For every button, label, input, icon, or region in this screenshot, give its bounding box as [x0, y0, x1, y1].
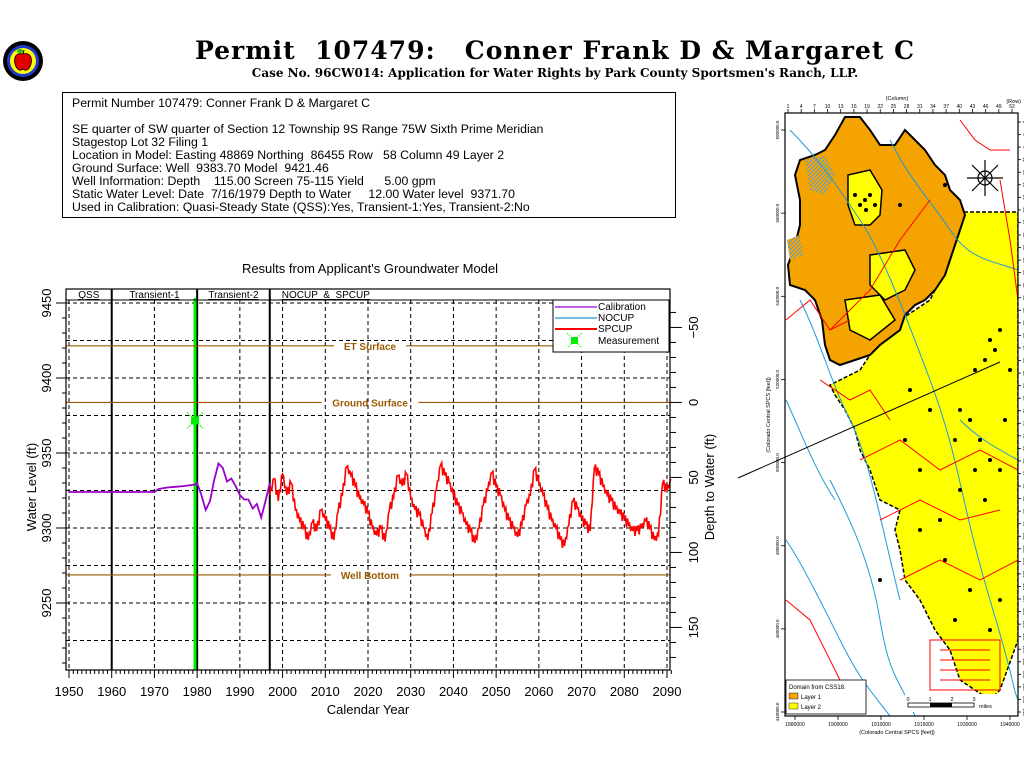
chart-axes: 1950 1960 1970 1980 1990 2000 2010 2020 2030 2040…: [39, 288, 701, 699]
reference-label-ground-surface: Ground Surface: [332, 398, 408, 409]
x-tick-label: 2030: [396, 684, 425, 699]
period-bands: QSS Transient-1 Transient-2 NOCUP & SPCUP: [78, 289, 370, 670]
y-tick-label: 9450: [39, 289, 54, 318]
legend-label-calibration: Calibration: [598, 302, 646, 313]
x-tick-label: 1970: [140, 684, 169, 699]
info-line-ground-surface: Ground Surface: Well 9383.70 Model 9421.…: [72, 161, 329, 175]
info-line-static-water-level: Static Water Level: Date 7/16/1979 Depth…: [72, 187, 515, 201]
reference-lines: ET Surface Ground Surface Well Bottom: [66, 342, 670, 582]
x-tick-label: 2070: [567, 684, 596, 699]
x-tick-label: 1990: [225, 684, 254, 699]
info-line-model-location: Location in Model: Easting 48869 Northin…: [72, 148, 505, 162]
x-tick-label: 1980: [183, 684, 212, 699]
y2-tick-label: 150: [686, 617, 701, 639]
y-axis-label: Water Level (ft): [24, 443, 39, 531]
y2-axis-label: Depth to Water (ft): [702, 434, 717, 540]
info-line-well-information: Well Information: Depth 115.00 Screen 75…: [72, 174, 436, 188]
apple-seal-logo-icon: [3, 41, 43, 81]
series-line-spcup: [269, 459, 672, 549]
x-tick-label: 2080: [610, 684, 639, 699]
x-tick-label: 2010: [311, 684, 340, 699]
x-tick-label: 2060: [524, 684, 553, 699]
legend-label-spcup: SPCUP: [598, 324, 633, 335]
y2-tick-label: 0: [686, 399, 701, 406]
reference-label-et-surface: ET Surface: [344, 342, 397, 353]
y2-tick-label: 100: [686, 542, 701, 564]
y2-tick-label: −50: [686, 316, 701, 338]
chart-series: [69, 412, 672, 549]
legend-label-nocup: NOCUP: [598, 313, 634, 324]
period-label-transient-2: Transient-2: [208, 290, 259, 301]
page-title: Permit 107479: Conner Frank D & Margaret…: [194, 36, 915, 65]
chart-grid: [66, 300, 670, 670]
x-tick-label: 1950: [55, 684, 84, 699]
info-line-calibration-use: Used in Calibration: Quasi-Steady State …: [72, 200, 530, 214]
y-tick-label: 9350: [39, 439, 54, 468]
y-tick-label: 9400: [39, 364, 54, 393]
period-label-nocup-spcup: NOCUP & SPCUP: [282, 290, 370, 301]
chart-title: Results from Applicant's Groundwater Mod…: [242, 261, 498, 276]
y-tick-label: 9300: [39, 514, 54, 543]
measurement-marker-cross: [186, 412, 204, 429]
x-tick-label: 2090: [653, 684, 682, 699]
x-tick-label: 2020: [354, 684, 383, 699]
x-tick-label: 2000: [268, 684, 297, 699]
x-tick-label: 1960: [97, 684, 126, 699]
period-label-transient-1: Transient-1: [129, 290, 180, 301]
y-tick-label: 9250: [39, 589, 54, 618]
info-line-legal-description: SE quarter of SW quarter of Section 12 T…: [72, 122, 544, 136]
x-tick-label: 2050: [482, 684, 511, 699]
measurement-marker: [191, 416, 200, 425]
x-axis-label: Calendar Year: [327, 702, 410, 717]
legend-swatch-measurement-cross: [566, 332, 583, 349]
permit-info-box: Permit Number 107479: Conner Frank D & M…: [62, 92, 676, 218]
legend-label-measurement: Measurement: [598, 336, 659, 347]
y2-tick-label: 50: [686, 470, 701, 484]
x-tick-label: 2040: [439, 684, 468, 699]
reference-label-well-bottom: Well Bottom: [341, 571, 399, 582]
info-heading: Permit Number 107479: Conner Frank D & M…: [72, 96, 370, 110]
page-subtitle: Case No. 96CW014: Application for Water …: [251, 66, 859, 80]
series-line-calibration: [69, 461, 271, 521]
info-line-subdivision: Stagestop Lot 32 Filing 1: [72, 135, 209, 149]
period-label-qss: QSS: [78, 290, 99, 301]
